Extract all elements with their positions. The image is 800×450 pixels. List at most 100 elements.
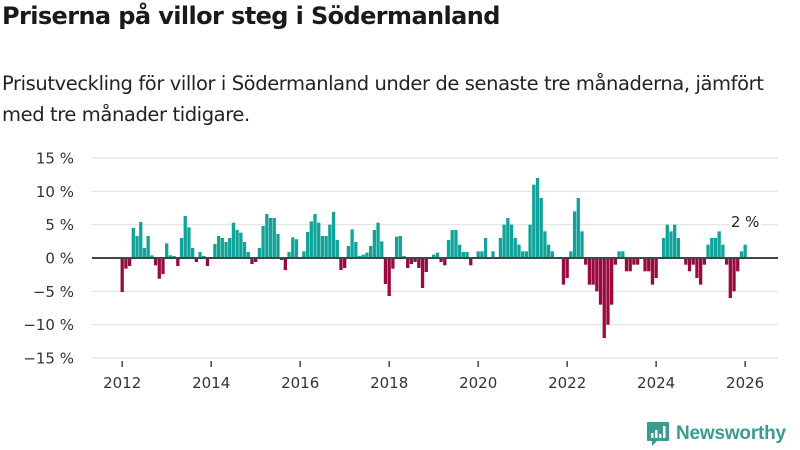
- y-tick-label: −10 %: [23, 316, 74, 334]
- bar: [146, 236, 150, 258]
- bar: [235, 230, 239, 258]
- bar: [228, 238, 232, 258]
- bar: [187, 227, 191, 258]
- bar: [268, 218, 273, 258]
- bar: [254, 258, 258, 262]
- bar: [483, 238, 488, 258]
- bar: [728, 258, 732, 298]
- x-tick-label: 2020: [459, 374, 497, 392]
- y-tick-label: 5 %: [45, 216, 74, 234]
- bar: [409, 258, 414, 264]
- last-value-label: 2 %: [731, 213, 760, 231]
- bar: [168, 255, 173, 258]
- bar: [406, 258, 410, 268]
- bar: [517, 244, 521, 258]
- x-tick-label: 2026: [726, 374, 764, 392]
- bar: [413, 258, 417, 262]
- bar: [372, 230, 376, 258]
- bar: [632, 258, 636, 265]
- bar: [565, 258, 569, 278]
- bar: [457, 244, 462, 258]
- y-tick-label: 15 %: [36, 150, 74, 168]
- bar: [569, 251, 573, 258]
- bar: [635, 258, 640, 265]
- bar: [161, 258, 165, 274]
- bar: [743, 244, 747, 258]
- bar: [684, 258, 688, 265]
- bar: [242, 242, 247, 258]
- bar: [724, 258, 729, 265]
- bar: [142, 248, 147, 258]
- bar: [176, 258, 180, 266]
- bar: [643, 258, 647, 272]
- bar: [131, 228, 135, 258]
- bar: [732, 258, 736, 292]
- bar: [350, 229, 354, 258]
- x-tick-label: 2024: [637, 374, 675, 392]
- bar: [469, 258, 473, 266]
- bar: [417, 258, 421, 268]
- bar: [398, 236, 402, 258]
- bar: [654, 258, 658, 278]
- bar: [198, 252, 202, 258]
- bar: [135, 236, 139, 258]
- bar: [595, 258, 599, 292]
- bar: [513, 238, 517, 258]
- bar: [647, 258, 651, 272]
- bar: [120, 258, 124, 292]
- gridlines: [92, 157, 778, 359]
- bar: [361, 254, 365, 258]
- bar: [621, 251, 625, 258]
- x-tick-label: 2012: [103, 374, 141, 392]
- bar: [435, 252, 440, 258]
- bar: [335, 240, 339, 258]
- bar: [246, 252, 250, 258]
- bar: [291, 237, 295, 258]
- bar: [387, 258, 391, 296]
- bar: [695, 258, 699, 278]
- bar: [376, 222, 380, 258]
- bar: [305, 232, 310, 258]
- bar: [224, 242, 228, 258]
- bar: [587, 258, 592, 285]
- bar: [669, 231, 673, 258]
- bar: [380, 241, 384, 258]
- y-tick-label: −15 %: [23, 350, 74, 368]
- newsworthy-logo-text: Newsworthy: [676, 423, 786, 444]
- bar: [509, 224, 514, 258]
- bar: [183, 216, 187, 258]
- bar: [328, 224, 332, 258]
- bar: [528, 224, 532, 258]
- bar: [368, 246, 373, 258]
- bar: [343, 258, 347, 268]
- bar: [461, 252, 465, 258]
- bar: [706, 244, 710, 258]
- bar: [216, 236, 221, 258]
- bar: [272, 218, 276, 258]
- bar: [309, 221, 313, 258]
- bar: [191, 248, 195, 258]
- bar: [257, 248, 262, 258]
- bar: [127, 258, 132, 266]
- bar: [454, 230, 458, 258]
- bar: [561, 258, 566, 285]
- bar: [317, 222, 321, 258]
- bar: [213, 244, 217, 258]
- chart-title: Priserna på villor steg i Södermanland: [2, 2, 500, 30]
- x-tick-label: 2018: [370, 374, 408, 392]
- bar: [617, 251, 621, 258]
- bar: [506, 218, 510, 258]
- bar: [480, 251, 484, 258]
- bar: [157, 258, 161, 279]
- bar: [661, 238, 666, 258]
- bar: [153, 258, 158, 266]
- bar: [450, 230, 454, 258]
- bar: [498, 238, 503, 258]
- bar: [580, 231, 584, 258]
- bar: [543, 231, 547, 258]
- bar: [179, 238, 184, 258]
- bar: [124, 258, 128, 269]
- annotation-background: [729, 212, 762, 230]
- bar: [624, 258, 629, 272]
- bar: [628, 258, 632, 272]
